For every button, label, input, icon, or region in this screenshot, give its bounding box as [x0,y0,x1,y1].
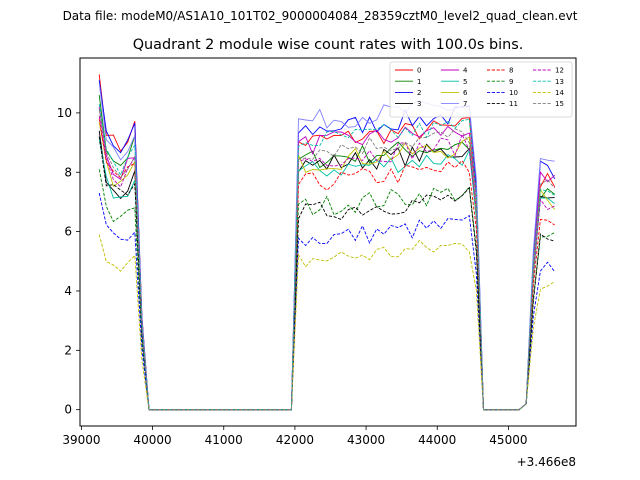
legend-label-14: 14 [555,89,564,97]
legend-label-13: 13 [555,78,564,86]
y-tick-label-5: 10 [57,106,72,120]
series-line-11 [98,136,555,411]
plot-frame [79,57,577,427]
x-tick-label-4: 43000 [347,433,385,447]
y-tick-label-0: 0 [64,403,72,417]
chart-title: Quadrant 2 module wise count rates with … [133,37,524,53]
y-tick-label-1: 2 [64,343,72,357]
y-tick-label-2: 4 [64,284,72,298]
legend-label-2: 2 [417,89,421,97]
legend-label-1: 1 [417,78,421,86]
legend-label-10: 10 [509,89,518,97]
legend-label-5: 5 [463,78,467,86]
x-tick-label-3: 42000 [276,433,314,447]
series-line-0 [98,74,556,411]
x-tick-label-0: 39000 [62,433,100,447]
series-line-10 [98,192,556,411]
legend-label-12: 12 [555,67,564,75]
series-line-2 [98,80,556,411]
series-line-15 [98,109,556,411]
legend-label-7: 7 [463,100,467,108]
legend-label-15: 15 [555,100,564,108]
x-tick-label-1: 40000 [133,433,171,447]
legend-label-6: 6 [463,89,468,97]
series-line-12 [98,115,555,411]
legend-frame [389,61,573,118]
axes [79,57,577,427]
series-line-13 [98,103,555,411]
x-tick-label-2: 41000 [205,433,243,447]
x-tick-label-6: 45000 [489,433,527,447]
legend-label-8: 8 [509,67,513,75]
legend-label-11: 11 [509,100,518,108]
legend-label-9: 9 [509,78,513,86]
ticks-layer: 39000 40000 41000 42000 43000 44000 45000 0 2 4 6 8… [57,106,528,447]
x-tick-label-5: 44000 [418,433,456,447]
y-tick-label-3: 6 [64,225,72,239]
series-layer [98,74,556,411]
series-line-14 [98,234,555,411]
series-line-3 [98,130,555,411]
series-line-4 [98,106,555,411]
y-tick-label-4: 8 [64,165,72,179]
legend-label-3: 3 [417,100,421,108]
series-line-9 [98,169,555,411]
x-offset-label: +3.466e8 [517,455,576,469]
series-line-8 [98,118,555,411]
figure-suptitle: Data file: modeM0/AS1A10_101T02_90000040… [63,9,578,23]
legend-label-0: 0 [417,67,421,75]
legend-label-4: 4 [463,67,468,75]
series-line-5 [98,139,555,411]
series-line-1 [98,95,555,411]
